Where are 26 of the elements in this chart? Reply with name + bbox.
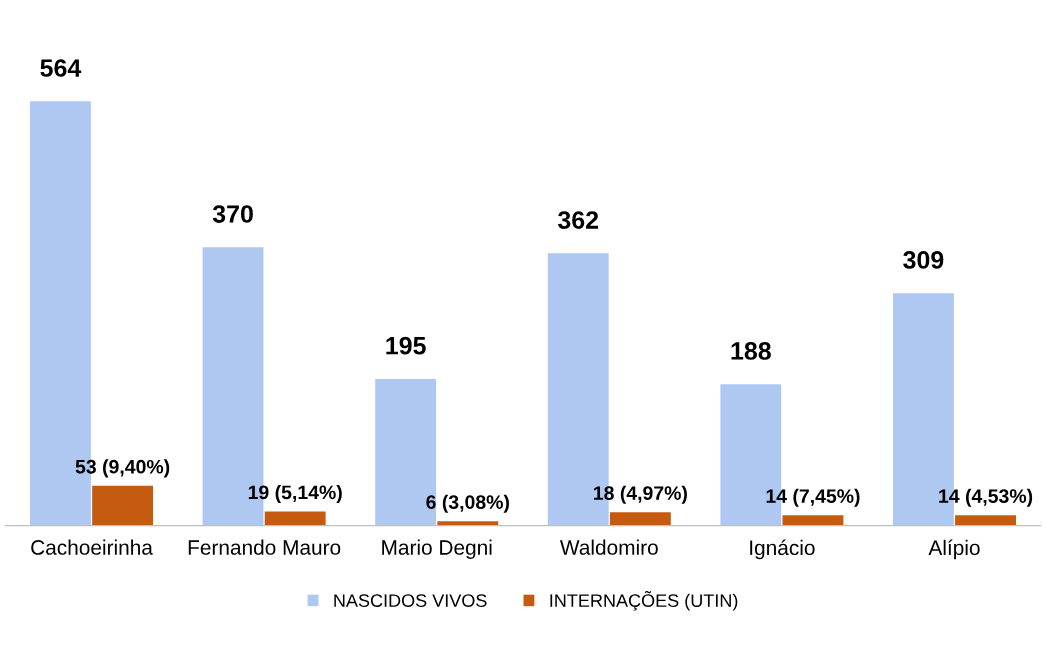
data-label: 370 [212,205,253,223]
data-label: 19 (5,14%) [248,484,342,504]
data-label: 14 (7,45%) [766,488,860,507]
bar [264,511,326,526]
data-label: 188 [731,342,771,360]
x-tick-label: Cachoeirinha [31,539,153,555]
data-label: 14 (4,53%) [939,488,1033,507]
data-label: 53 (9,40%) [75,459,170,478]
bar [609,512,671,526]
x-tick-label: Ignácio [750,539,815,560]
data-label: 6 (3,08%) [426,494,509,513]
x-tick-label: Mario Degni [382,539,492,559]
bar [955,515,1016,526]
data-label: 362 [557,211,599,229]
x-tick-label: Waldomiro [560,539,658,555]
legend-label: INTERNAÇÕES (UTIN) [550,590,738,611]
data-label: 564 [40,59,82,77]
bar [92,485,154,526]
data-label: 18 (4,97%) [594,485,687,504]
data-label: 195 [386,336,426,355]
data-label: 309 [903,251,944,269]
legend-label: NASCIDOS VIVOS [334,594,487,607]
x-tick-label: Alípio [928,539,980,560]
x-tick-label: Fernando Mauro [188,539,341,555]
bar [782,515,844,526]
bar [375,378,437,526]
